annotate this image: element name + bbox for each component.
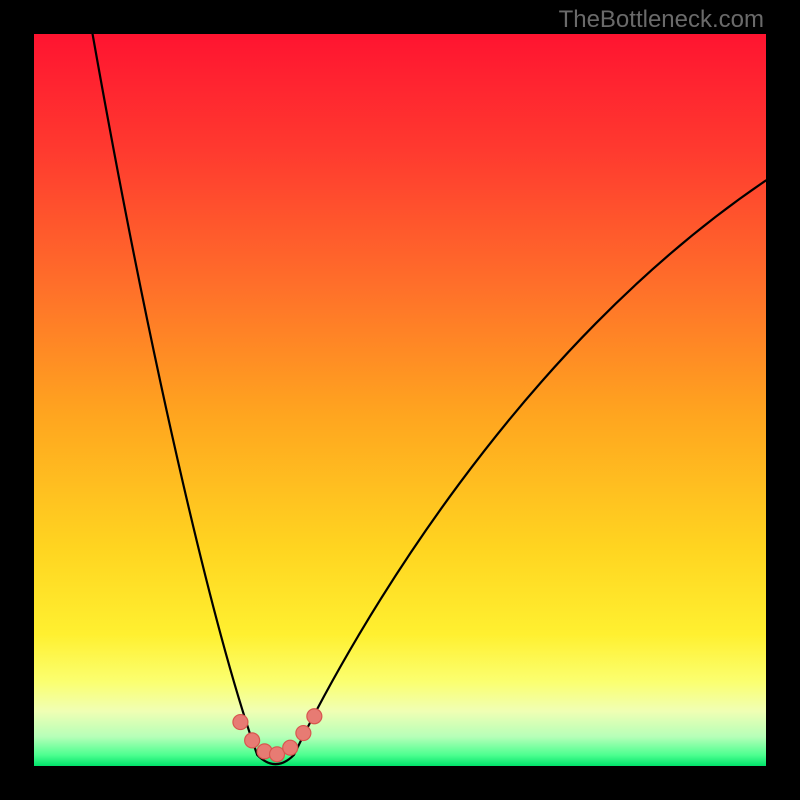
marker-point xyxy=(296,726,311,741)
marker-point xyxy=(307,709,322,724)
marker-point xyxy=(245,733,260,748)
watermark-text: TheBottleneck.com xyxy=(559,6,764,34)
marker-point xyxy=(233,715,248,730)
marker-point xyxy=(283,740,298,755)
plot-area xyxy=(34,34,766,766)
data-markers xyxy=(34,34,766,766)
